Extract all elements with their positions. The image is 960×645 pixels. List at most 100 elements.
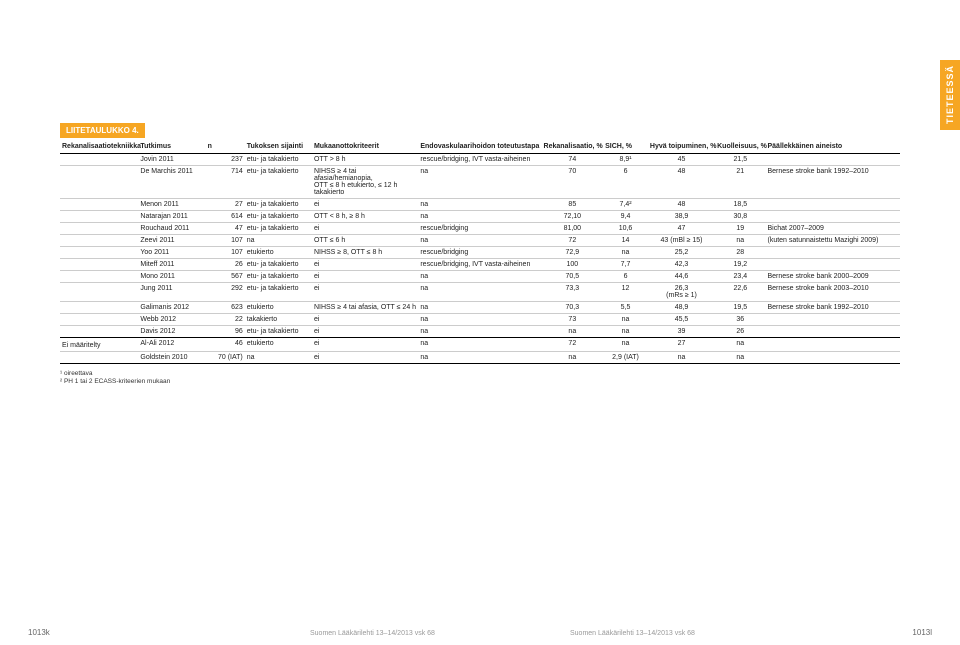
cell [60,259,138,271]
cell: na [245,235,312,247]
cell: etukierto [245,338,312,352]
cell: na [418,235,541,247]
cell: 70,5 [542,271,604,283]
cell: 38,9 [648,211,715,223]
table-row: Jovin 2011237etu- ja takakiertoOTT > 8 h… [60,154,900,166]
cell: etu- ja takakierto [245,199,312,211]
cell: na [715,338,765,352]
cell: na [418,314,541,326]
col-header: n [206,140,245,154]
cell: 96 [206,326,245,338]
cell: 100 [542,259,604,271]
cell: 623 [206,302,245,314]
cell: 25,2 [648,247,715,259]
cell: 614 [206,211,245,223]
cell: Jung 2011 [138,283,205,302]
cell: 107 [206,235,245,247]
cell: 73,3 [542,283,604,302]
cell: na [648,352,715,364]
table-row: Ei määriteltyAl-Ali 201246etukiertoeina7… [60,338,900,352]
cell: 12 [603,283,648,302]
cell: Natarajan 2011 [138,211,205,223]
cell: 18,5 [715,199,765,211]
section-tab: TIETEESSÄ [940,60,960,130]
cell: 6 [603,271,648,283]
section-tab-label: TIETEESSÄ [945,65,955,124]
page-body: LIITETAULUKKO 4. Rekanalisaatiotekniikka… [60,120,900,387]
cell: ei [312,326,418,338]
cell: na [603,338,648,352]
cell: 45,5 [648,314,715,326]
footer-page-right: 1013l [912,628,932,637]
cell: 46 [206,338,245,352]
cell: 26,3(mRs ≥ 1) [648,283,715,302]
col-header: Mukaanottokriteerit [312,140,418,154]
cell: 47 [206,223,245,235]
cell: Ei määritelty [60,338,138,352]
cell: Yoo 2011 [138,247,205,259]
cell: etu- ja takakierto [245,166,312,199]
table-row: Rouchaud 201147etu- ja takakiertoeirescu… [60,223,900,235]
cell: OTT ≤ 6 h [312,235,418,247]
footnotes: ¹ oireettava² PH 1 tai 2 ECASS-kriteerie… [60,370,900,387]
cell: ei [312,283,418,302]
cell: ei [312,259,418,271]
cell [60,154,138,166]
cell: 2,9 (IAT) [603,352,648,364]
cell: 10,6 [603,223,648,235]
cell: 19,2 [715,259,765,271]
cell: 85 [542,199,604,211]
footnote: ² PH 1 tai 2 ECASS-kriteerien mukaan [60,378,900,386]
cell: Bernese stroke bank 2003–2010 [766,283,901,302]
cell [766,338,901,352]
cell: etu- ja takakierto [245,283,312,302]
cell: na [542,352,604,364]
cell: 72 [542,338,604,352]
table-head: RekanalisaatiotekniikkaTutkimusnTukoksen… [60,140,900,154]
cell: rescue/bridging, IVT vasta-aiheinen [418,259,541,271]
cell: 39 [648,326,715,338]
footer-journal-left: Suomen Lääkärilehti 13–14/2013 vsk 68 [310,630,435,637]
cell: 48 [648,199,715,211]
cell: 22 [206,314,245,326]
cell: 44,6 [648,271,715,283]
cell: 28 [715,247,765,259]
cell: Jovin 2011 [138,154,205,166]
cell: 73 [542,314,604,326]
cell: Goldstein 2010 [138,352,205,364]
cell [766,259,901,271]
cell: 72,9 [542,247,604,259]
cell: 36 [715,314,765,326]
cell: 237 [206,154,245,166]
cell: na [603,247,648,259]
table-row: Mono 2011567etu- ja takakiertoeina70,564… [60,271,900,283]
cell [766,199,901,211]
cell [60,247,138,259]
cell [766,352,901,364]
table-body: Jovin 2011237etu- ja takakiertoOTT > 8 h… [60,154,900,364]
cell: 9,4 [603,211,648,223]
cell: 81,00 [542,223,604,235]
cell: na [418,352,541,364]
cell: 26 [715,326,765,338]
cell: ei [312,352,418,364]
footnote: ¹ oireettava [60,370,900,378]
cell: etukierto [245,247,312,259]
cell: 14 [603,235,648,247]
cell: na [418,271,541,283]
cell: etu- ja takakierto [245,259,312,271]
cell: rescue/bridging [418,247,541,259]
cell: 72,10 [542,211,604,223]
cell [60,352,138,364]
cell [60,166,138,199]
cell: 70,3 [542,302,604,314]
cell: ei [312,314,418,326]
cell [766,211,901,223]
cell: 48,9 [648,302,715,314]
cell: Zeevi 2011 [138,235,205,247]
cell: Bernese stroke bank 1992–2010 [766,302,901,314]
cell: na [542,326,604,338]
cell: na [715,352,765,364]
cell [766,247,901,259]
cell: ei [312,338,418,352]
